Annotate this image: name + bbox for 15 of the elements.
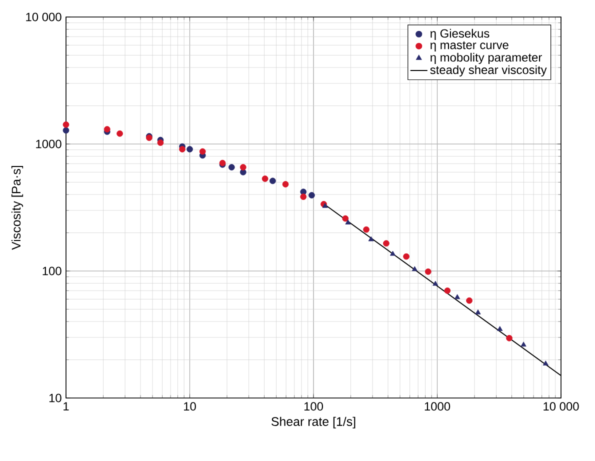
y-tick-label: 10 [49,394,62,402]
y-tick-label: 10 000 [26,12,62,22]
legend-label: η master curve [430,41,508,52]
legend-label: η mobolity parameter [430,52,542,64]
x-tick-label: 100 [304,402,324,411]
x-tick-label: 10 [184,402,196,411]
y-tick-label: 1000 [36,140,62,148]
y-tick-label: 100 [42,266,62,276]
y-axis-title: Viscosity [Pa·s] [11,166,24,250]
legend-label: steady shear viscosity [430,65,547,76]
x-tick-label: 10 000 [544,402,579,411]
legend-label: η Giesekus [430,28,490,40]
x-tick-label: 1000 [424,402,450,411]
x-axis-title: Shear rate [1/s] [271,416,356,428]
x-tick-label: 1 [64,402,69,410]
